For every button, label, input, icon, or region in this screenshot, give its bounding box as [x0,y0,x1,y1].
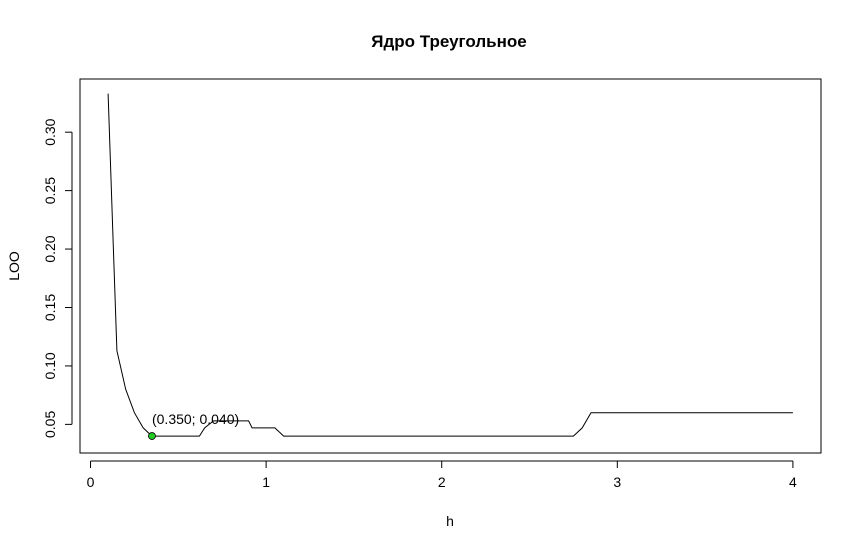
x-axis-title: h [446,513,454,529]
min-point-marker [148,432,156,440]
series-layer [107,93,793,437]
min-point-label: (0.350; 0.040) [152,411,239,427]
highlight-layer: (0.350; 0.040) [148,411,239,440]
x-axis: 0 1 2 3 4 [87,460,797,490]
y-axis: 0.05 0.10 0.15 0.20 0.25 0.30 [42,118,73,438]
y-tick-label: 0.20 [42,235,58,262]
chart-title: Ядро Треугольное [371,32,526,51]
plot-frame [79,78,822,454]
series-line [107,93,793,437]
y-tick-label: 0.10 [42,352,58,379]
x-tick-label: 4 [789,474,797,490]
y-tick-label: 0.15 [42,294,58,321]
y-tick-label: 0.25 [42,177,58,204]
y-axis-title: LOO [6,251,22,281]
x-tick-label: 0 [87,474,95,490]
x-tick-label: 3 [613,474,621,490]
y-tick-label: 0.05 [42,411,58,438]
x-tick-label: 2 [438,474,446,490]
y-tick-label: 0.30 [42,118,58,145]
x-tick-label: 1 [262,474,270,490]
